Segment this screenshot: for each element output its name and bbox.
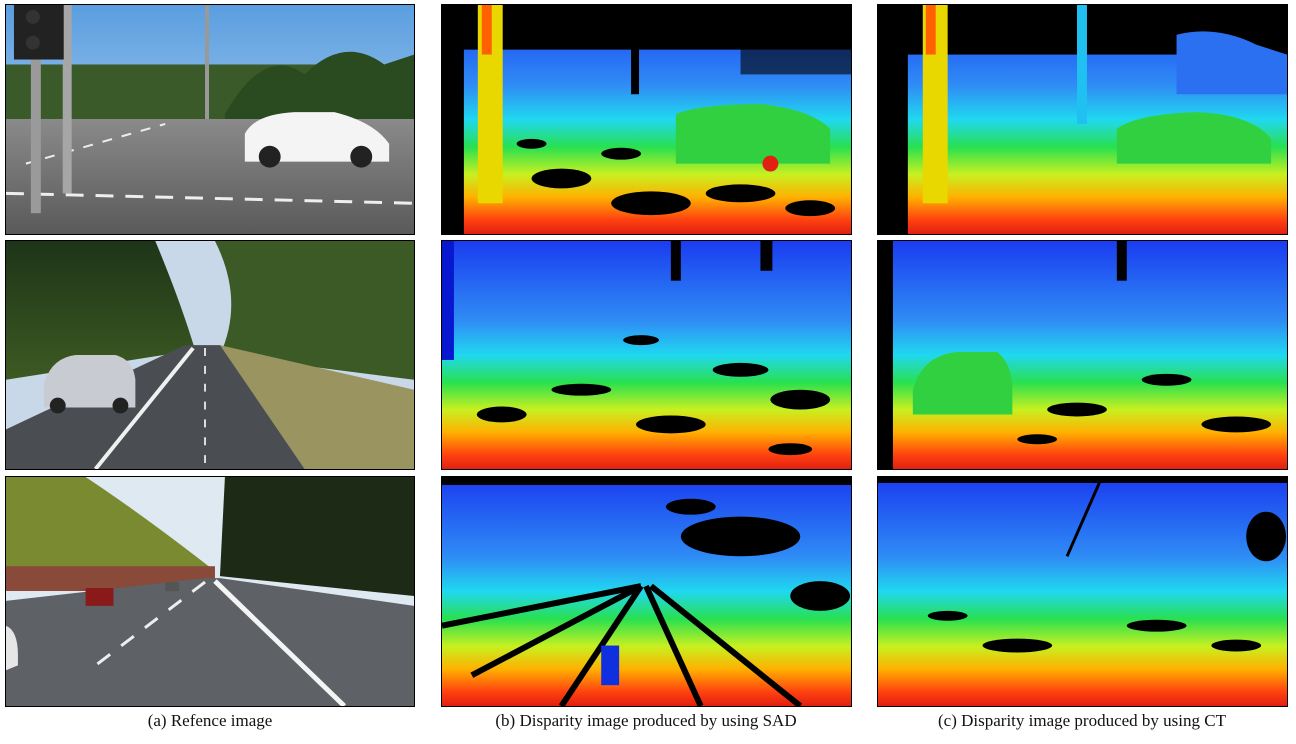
sad-disparity-image-row-2 xyxy=(441,240,852,470)
ct-disparity-image-row-3 xyxy=(877,476,1288,707)
reference-image-row-3 xyxy=(5,476,415,707)
reference-image-row-2 xyxy=(5,240,415,470)
caption-a: (a) Refence image xyxy=(147,711,273,730)
caption-c: (c) Disparity image produced by using CT xyxy=(938,711,1226,730)
sad-disparity-image-row-3 xyxy=(441,476,852,707)
ct-disparity-image-row-2 xyxy=(877,240,1288,470)
caption-b: (b) Disparity image produced by using SA… xyxy=(495,711,797,730)
sad-disparity-image-row-1 xyxy=(441,4,852,235)
ct-disparity-image-row-1 xyxy=(877,4,1288,235)
reference-image-row-1 xyxy=(5,4,415,235)
